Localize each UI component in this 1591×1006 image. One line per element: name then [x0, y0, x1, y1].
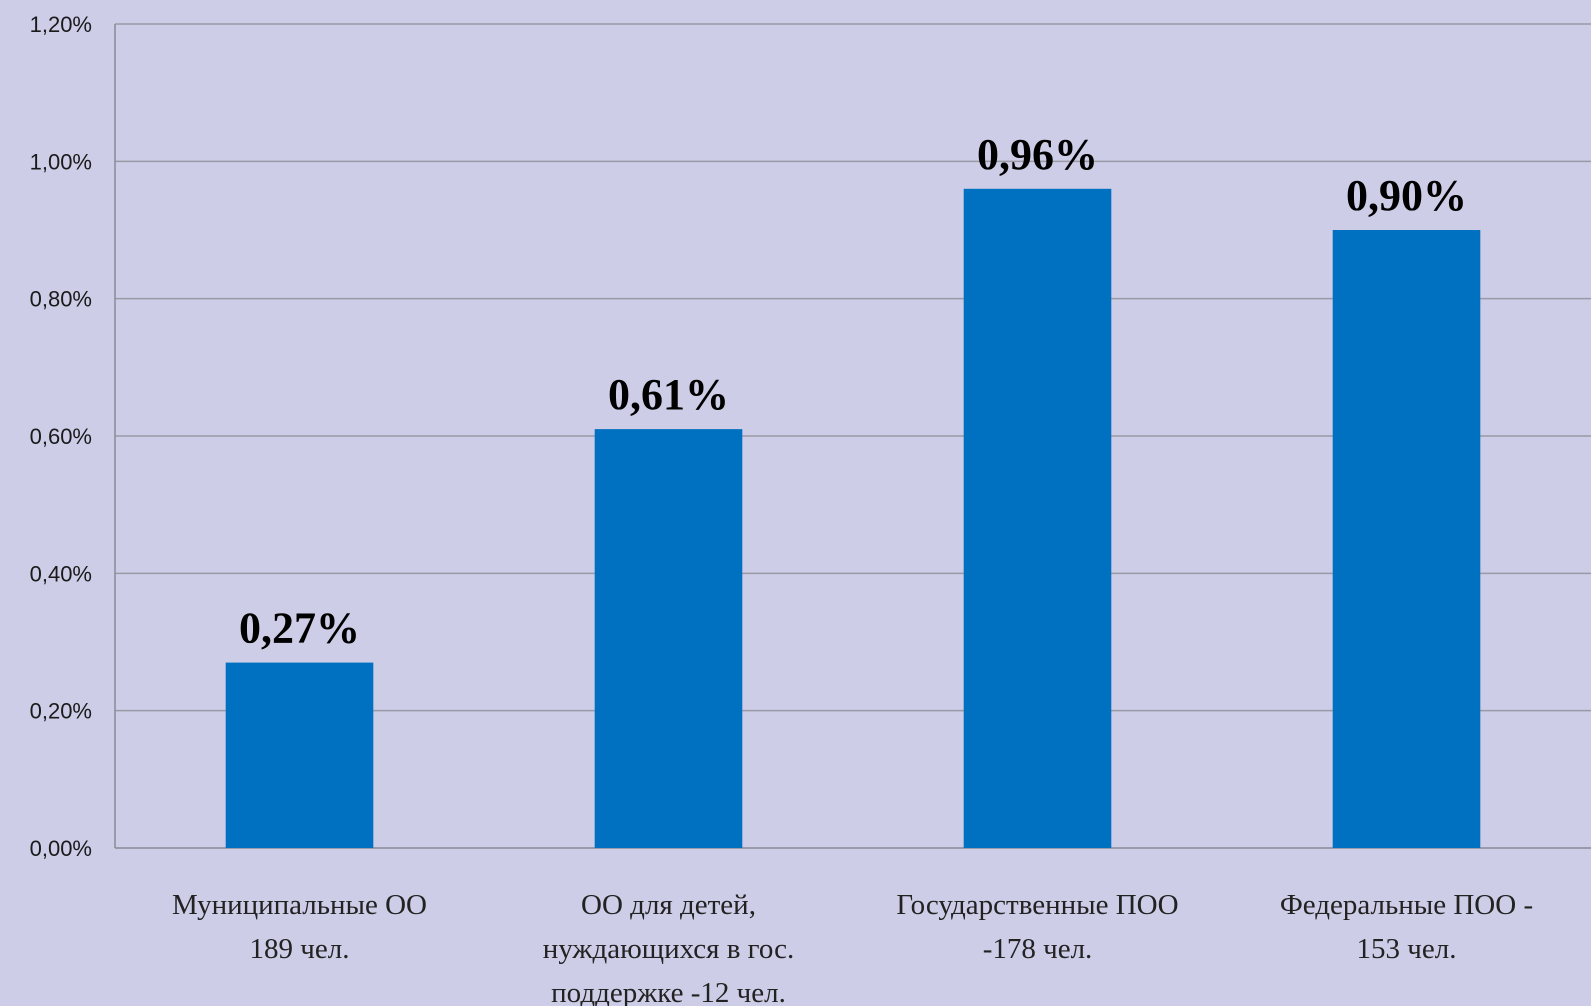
category-label: Государственные ПОО: [896, 889, 1178, 921]
y-tick-label: 1,00%: [30, 149, 92, 174]
bar: [1332, 230, 1481, 848]
y-tick-label: 0,00%: [30, 836, 92, 861]
y-tick-label: 0,80%: [30, 287, 92, 312]
category-label: Федеральные ПОО -: [1280, 889, 1533, 921]
category-label: нуждающихся в гос.: [543, 933, 794, 965]
category-label: 189 чел.: [250, 933, 350, 965]
y-tick-label: 0,60%: [30, 424, 92, 449]
category-label: поддержке -12 чел.: [551, 977, 786, 1006]
category-label: 153 чел.: [1357, 933, 1457, 965]
data-label: 0,96%: [977, 130, 1098, 179]
category-label: -178 чел.: [983, 933, 1093, 965]
data-label: 0,90%: [1346, 171, 1467, 220]
bar: [963, 188, 1112, 849]
data-label: 0,61%: [608, 370, 729, 419]
bar: [225, 662, 374, 848]
category-labels: Муниципальные ОО 189 чел. ОО для детей, нуж…: [172, 889, 1533, 1006]
y-tick-label: 0,40%: [30, 561, 92, 586]
category-label: ОО для детей,: [581, 889, 756, 921]
y-tick-label: 1,20%: [30, 12, 92, 37]
bars: [225, 188, 1481, 849]
y-tick-label: 0,20%: [30, 699, 92, 724]
category-label: Муниципальные ОО: [172, 889, 427, 921]
data-labels: 0,27% 0,61% 0,96% 0,90%: [239, 130, 1467, 653]
data-label: 0,27%: [239, 604, 360, 653]
y-axis: 0,00% 0,20% 0,40% 0,60% 0,80% 1,00% 1,20%: [30, 12, 116, 861]
bar: [594, 429, 743, 848]
